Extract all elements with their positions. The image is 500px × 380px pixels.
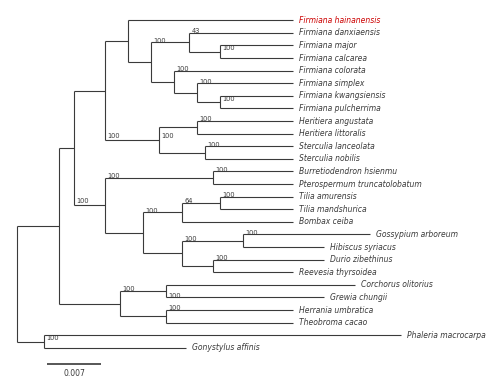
Text: Firmiana pulcherrima: Firmiana pulcherrima [300,104,381,113]
Text: 100: 100 [200,79,212,84]
Text: 100: 100 [154,38,166,44]
Text: 100: 100 [222,192,235,198]
Text: Burretiodendron hsienmu: Burretiodendron hsienmu [300,167,398,176]
Text: Grewia chungii: Grewia chungii [330,293,387,302]
Text: 100: 100 [222,95,235,101]
Text: Gonystylus affinis: Gonystylus affinis [192,344,260,352]
Text: 100: 100 [161,133,173,139]
Text: 100: 100 [122,287,136,293]
Text: 100: 100 [146,208,158,214]
Text: 100: 100 [108,133,120,139]
Text: Firmiana colorata: Firmiana colorata [300,66,366,75]
Text: Firmiana danxiaensis: Firmiana danxiaensis [300,28,380,37]
Text: Phaleria macrocarpa: Phaleria macrocarpa [406,331,486,340]
Text: 100: 100 [215,167,228,173]
Text: 100: 100 [215,255,228,261]
Text: 100: 100 [168,306,181,311]
Text: 100: 100 [108,173,120,179]
Text: Gossypium arboreum: Gossypium arboreum [376,230,458,239]
Text: 100: 100 [207,141,220,147]
Text: 100: 100 [246,230,258,236]
Text: Firmiana calcarea: Firmiana calcarea [300,54,368,63]
Text: 100: 100 [76,198,89,204]
Text: 0.007: 0.007 [64,369,86,378]
Text: Firmiana kwangsiensis: Firmiana kwangsiensis [300,91,386,100]
Text: Sterculia lanceolata: Sterculia lanceolata [300,142,375,151]
Text: Firmiana simplex: Firmiana simplex [300,79,364,88]
Text: Tilia mandshurica: Tilia mandshurica [300,205,367,214]
Text: Corchorus olitorius: Corchorus olitorius [360,280,432,290]
Text: 100: 100 [46,335,58,341]
Text: Tilia amurensis: Tilia amurensis [300,192,357,201]
Text: Reevesia thyrsoidea: Reevesia thyrsoidea [300,268,377,277]
Text: Heritiera littoralis: Heritiera littoralis [300,129,366,138]
Text: Hibiscus syriacus: Hibiscus syriacus [330,242,396,252]
Text: 100: 100 [222,45,235,51]
Text: 64: 64 [184,198,192,204]
Text: Herrania umbratica: Herrania umbratica [300,306,374,315]
Text: Bombax ceiba: Bombax ceiba [300,217,354,226]
Text: 43: 43 [192,27,200,33]
Text: Firmiana hainanensis: Firmiana hainanensis [300,16,380,25]
Text: 100: 100 [184,236,196,242]
Text: 100: 100 [168,293,181,299]
Text: Theobroma cacao: Theobroma cacao [300,318,368,327]
Text: Sterculia nobilis: Sterculia nobilis [300,154,360,163]
Text: Firmiana major: Firmiana major [300,41,357,50]
Text: Pterospermum truncatolobatum: Pterospermum truncatolobatum [300,180,422,188]
Text: 100: 100 [176,66,189,72]
Text: Durio zibethinus: Durio zibethinus [330,255,392,264]
Text: Heritiera angustata: Heritiera angustata [300,117,374,125]
Text: 100: 100 [200,116,212,122]
